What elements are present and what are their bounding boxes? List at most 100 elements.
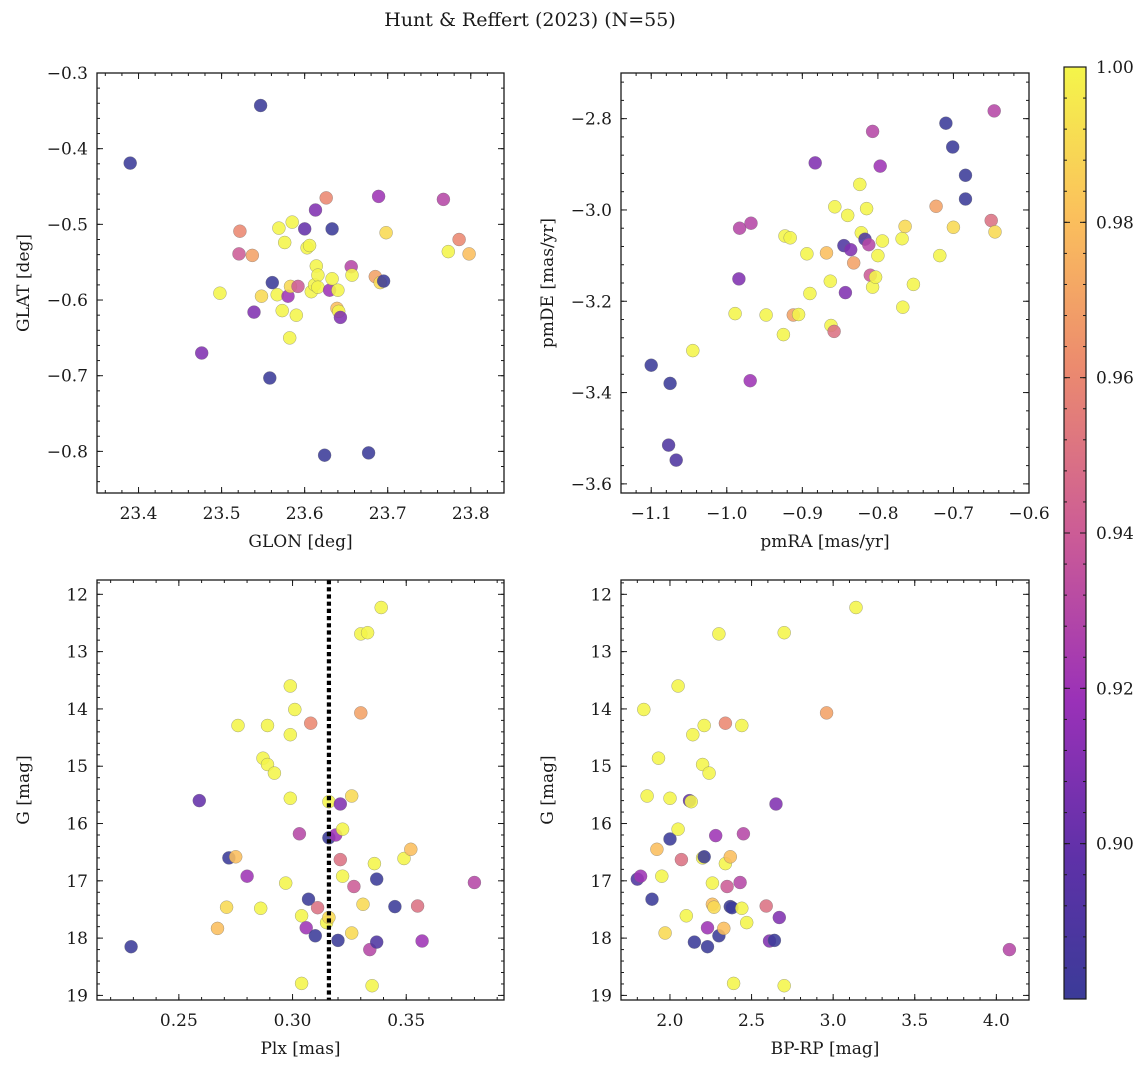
scatter-panel-bprp-g: 2.0 2.5 3.0 3.5 4.0 12 13 14 15 16 17 18 19 BP-RP [ma… [538, 579, 1030, 1059]
figure-title: Hunt & Reffert (2023) (N=55) [384, 9, 676, 31]
x-tick-label: 2.5 [738, 1011, 765, 1031]
data-point [759, 899, 773, 913]
data-point [1002, 942, 1017, 957]
data-point [840, 208, 855, 223]
data-point [441, 244, 456, 259]
colorbar-tick-label: 0.92 [1096, 679, 1134, 699]
data-point [302, 238, 317, 253]
data-point [651, 751, 666, 765]
data-point [374, 600, 388, 615]
data-point [853, 177, 867, 192]
y-tick-label: −2.8 [571, 110, 612, 130]
data-point [735, 718, 749, 733]
data-points [124, 600, 482, 993]
data-point [277, 235, 292, 250]
data-point [253, 98, 268, 113]
x-axis-label: pmRA [mas/yr] [760, 532, 889, 552]
data-point [310, 900, 325, 915]
data-point [245, 248, 260, 263]
y-tick-label: −3.0 [571, 201, 612, 221]
y-tick-label: 18 [66, 929, 88, 949]
data-point [260, 718, 275, 733]
x-tick-label: 4.0 [983, 1011, 1010, 1031]
y-tick-label: −0.6 [47, 291, 88, 311]
data-point [294, 909, 309, 923]
data-point [240, 869, 254, 883]
data-point [686, 343, 700, 358]
data-point [732, 272, 746, 286]
x-tick-label: 3.0 [820, 1011, 847, 1031]
data-point [783, 231, 797, 245]
data-point [743, 373, 757, 388]
data-point [331, 933, 345, 948]
x-tick-label: 0.30 [274, 1011, 312, 1031]
data-point [777, 625, 791, 640]
data-point [194, 346, 209, 360]
data-point [868, 270, 883, 284]
data-point [299, 921, 313, 935]
data-point [859, 201, 874, 216]
x-tick-label: −0.8 [857, 504, 898, 524]
data-point [285, 215, 299, 229]
data-point [702, 766, 716, 780]
data-point [803, 286, 817, 301]
data-point [361, 446, 376, 460]
data-point [344, 789, 359, 803]
data-point [862, 237, 876, 252]
data-point [404, 842, 418, 857]
y-tick-label: 16 [66, 815, 88, 835]
data-point [823, 274, 838, 288]
y-tick-label: −0.8 [47, 442, 88, 462]
tick-marks [97, 580, 504, 1000]
data-point [767, 933, 782, 948]
y-tick-label: 17 [590, 872, 612, 892]
data-point [661, 438, 676, 452]
data-point [717, 921, 731, 936]
data-point [254, 289, 269, 303]
x-tick-label: 23.6 [286, 504, 324, 524]
data-point [655, 869, 669, 883]
data-point [896, 300, 910, 314]
data-point [705, 876, 720, 890]
data-point [663, 376, 677, 391]
data-point [946, 220, 961, 235]
data-point [744, 216, 758, 230]
data-point [282, 331, 297, 345]
data-point [800, 247, 814, 261]
scatter-panel-plx-g: 0.25 0.30 0.35 12 13 14 15 16 17 18 19 Plx [mas] G [… [14, 579, 505, 1059]
data-point [275, 303, 289, 318]
data-point [367, 856, 382, 871]
x-tick-label: 0.35 [387, 1011, 425, 1031]
data-point [712, 627, 726, 641]
data-point [895, 231, 909, 246]
data-point [452, 232, 466, 247]
x-axis-label: GLON [deg] [248, 532, 352, 552]
x-tick-label: 2.0 [656, 1011, 683, 1031]
y-axis-label: pmDE [mas/yr] [538, 218, 558, 348]
tick-marks [621, 73, 1030, 493]
data-point [247, 305, 261, 319]
data-point [263, 371, 277, 385]
x-tick-label: −0.9 [782, 504, 823, 524]
colorbar-tick-label: 0.94 [1096, 524, 1134, 544]
y-tick-label: 13 [590, 643, 612, 663]
data-point [369, 872, 384, 886]
y-tick-label: −0.7 [47, 367, 88, 387]
data-point [658, 926, 672, 940]
data-point [317, 448, 332, 462]
data-point [700, 921, 715, 935]
data-point [379, 225, 393, 240]
data-point [331, 283, 345, 297]
data-point [945, 140, 960, 154]
colorbar-tick-label: 0.90 [1096, 835, 1134, 855]
data-point [819, 706, 834, 720]
data-point [462, 247, 476, 261]
y-tick-label: 18 [590, 929, 612, 949]
data-point [700, 939, 715, 954]
data-point [776, 327, 791, 342]
data-point [669, 453, 683, 467]
y-axis-label: G [mag] [14, 755, 34, 824]
data-point [319, 191, 333, 205]
data-points [644, 104, 1002, 467]
data-point [684, 794, 698, 809]
